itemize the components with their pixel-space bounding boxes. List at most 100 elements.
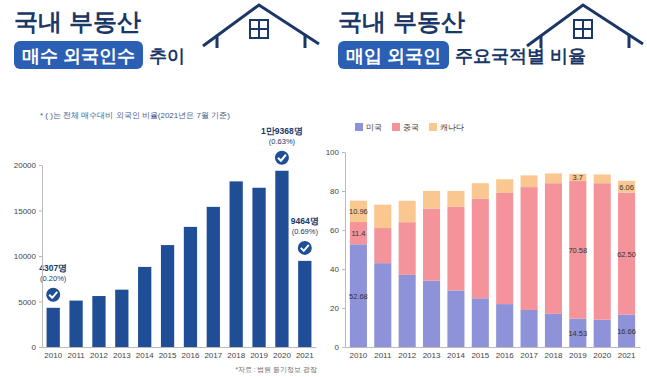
x-tick-label: 2010 — [350, 351, 368, 360]
x-tick: 2013 — [423, 351, 441, 360]
bar-segment — [569, 319, 586, 347]
y-tick-mark — [39, 211, 42, 212]
x-tick-label: 2019 — [250, 351, 268, 360]
x-tick: 2019 — [569, 351, 587, 360]
bar-segment — [496, 304, 513, 347]
y-tick: 20 — [330, 304, 345, 313]
data-label: 4307명 — [39, 263, 67, 273]
title: 국내 부동산 — [14, 8, 141, 35]
x-tick-label: 2016 — [182, 351, 200, 360]
bar — [230, 181, 243, 347]
x-tick: 2016 — [496, 351, 514, 360]
check-mark — [278, 155, 286, 161]
bar-segment — [447, 207, 464, 291]
x-tick: 2018 — [545, 351, 563, 360]
bar-segment — [374, 228, 391, 263]
bar — [138, 267, 151, 347]
bar-segment — [569, 181, 586, 319]
y-tick: 0 — [335, 343, 345, 352]
x-tick: 2019 — [250, 351, 268, 360]
bar-segment — [521, 175, 538, 187]
title: 국내 부동산 — [338, 8, 465, 35]
house-window — [574, 20, 592, 38]
bar — [115, 290, 128, 347]
house-window-cross — [250, 20, 268, 38]
y-tick-mark — [342, 308, 345, 309]
legend-swatch — [355, 123, 363, 131]
x-tick: 2015 — [159, 351, 177, 360]
bar-segment — [594, 174, 611, 183]
x-tick: 2018 — [227, 351, 245, 360]
data-labels: 52.6814.5316.6611.470.5862.5010.963.76.0… — [349, 173, 636, 337]
bar-segment — [399, 222, 416, 275]
bar — [275, 171, 288, 347]
legend: 미국 중국 캐나다 — [355, 123, 464, 132]
x-tick-label: 2020 — [593, 351, 611, 360]
data-label: 3.7 — [573, 173, 583, 182]
series — [350, 181, 635, 320]
y-tick: 20000 — [14, 161, 42, 170]
legend-label: 캐나다 — [440, 123, 464, 132]
y-tick-label: 40 — [330, 265, 339, 274]
bar-segment — [496, 179, 513, 193]
y-tick: 0 — [32, 343, 42, 352]
series — [350, 173, 635, 228]
legend-item: 미국 — [355, 123, 382, 132]
x-tick-label: 2010 — [44, 351, 62, 360]
y-tick-mark — [39, 165, 42, 166]
x-tick: 2021 — [296, 351, 314, 360]
marks — [47, 171, 312, 347]
x-axis: 2010201120122013201420152016201720182019… — [43, 348, 317, 360]
title-rest: 추이 — [149, 46, 185, 66]
y-axis-line — [42, 166, 43, 348]
house-roof — [203, 5, 319, 46]
legend-item: 캐나다 — [429, 123, 464, 132]
bar-segment — [521, 187, 538, 310]
y-tick: 80 — [330, 187, 345, 196]
x-tick: 2020 — [273, 351, 291, 360]
title-highlight: 매수 외국인수 — [22, 46, 135, 66]
bar-segment — [521, 310, 538, 347]
bar-segment — [447, 290, 464, 347]
x-tick-label: 2015 — [159, 351, 177, 360]
y-tick: 10000 — [14, 252, 42, 261]
bar-segment — [399, 275, 416, 347]
y-axis-line — [345, 153, 346, 348]
x-tick-label: 2017 — [520, 351, 538, 360]
x-tick: 2014 — [136, 351, 154, 360]
y-tick-label: 10000 — [14, 252, 37, 261]
house-window-cross — [574, 20, 592, 38]
header: 국내 부동산매입 외국인주요국적별 비율 — [338, 5, 643, 69]
y-tick-label: 20000 — [14, 161, 37, 170]
y-tick-label: 80 — [330, 187, 339, 196]
y-tick-mark — [342, 347, 345, 348]
y-tick-mark — [342, 191, 345, 192]
x-tick-label: 2011 — [374, 351, 392, 360]
x-tick: 2013 — [113, 351, 131, 360]
legend-label: 미국 — [366, 123, 382, 132]
bar-segment — [399, 201, 416, 222]
data-label: 70.58 — [568, 246, 587, 255]
bar-segment — [350, 201, 367, 222]
y-tick-label: 5000 — [18, 298, 36, 307]
bar-segment — [618, 315, 635, 347]
bar-segment — [423, 281, 440, 347]
x-tick-label: 2020 — [273, 351, 291, 360]
bar-segment — [423, 209, 440, 281]
x-tick: 2017 — [520, 351, 538, 360]
y-tick: 15000 — [14, 207, 42, 216]
data-label: 11.4 — [351, 229, 365, 238]
x-tick-label: 2011 — [67, 351, 85, 360]
y-axis: 020406080100 — [326, 148, 346, 352]
y-tick-mark — [39, 302, 42, 303]
y-axis: 0 5000 10000 15000 20000 — [14, 161, 43, 352]
house-window — [250, 20, 268, 38]
x-tick: 2014 — [447, 351, 465, 360]
x-tick: 2010 — [44, 351, 62, 360]
bar — [69, 301, 82, 347]
legend-item: 중국 — [392, 123, 419, 132]
y-tick: 100 — [326, 148, 345, 157]
x-tick: 2011 — [374, 351, 392, 360]
x-tick-label: 2017 — [204, 351, 222, 360]
y-tick-mark — [342, 152, 345, 153]
